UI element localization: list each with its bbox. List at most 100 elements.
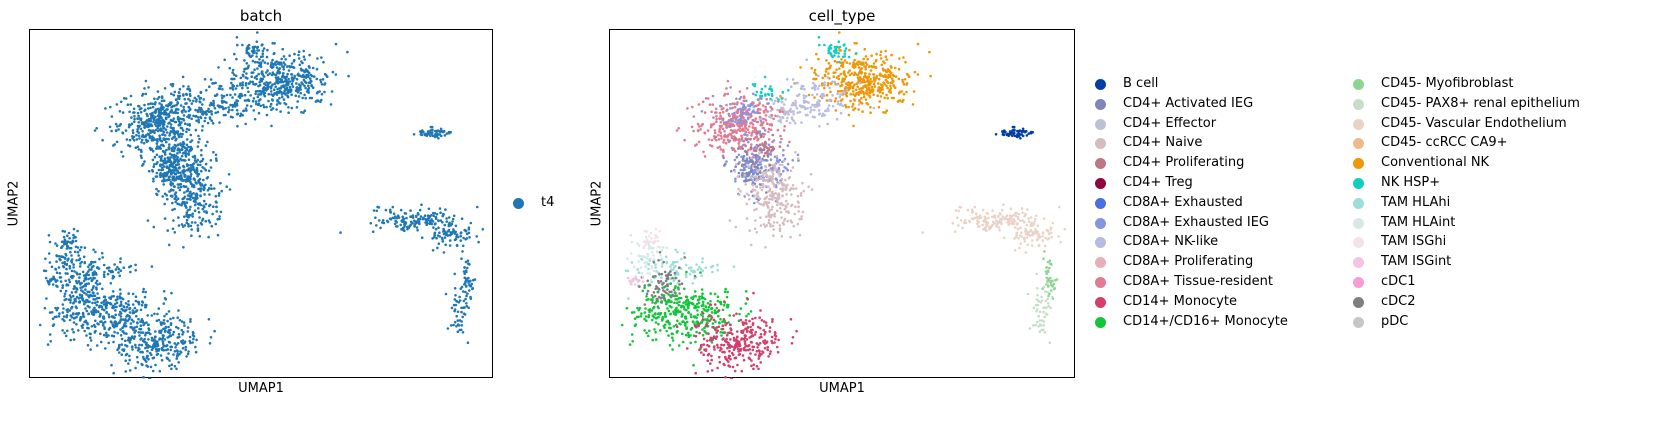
scatter-point [319,100,322,104]
scatter-point [777,98,780,101]
scatter-point [771,164,774,167]
scatter-point [1045,272,1048,276]
scatter-point [466,341,470,345]
scatter-point [152,117,156,120]
scatter-point [155,171,159,175]
scatter-point [445,220,449,223]
scatter-point [1026,292,1030,296]
scatter-point [321,78,325,81]
scatter-point [841,61,845,64]
batch-cluster-cd45-vascular-endothelium [420,214,485,254]
scatter-point [189,224,193,228]
scatter-point [318,90,322,93]
scatter-point [778,109,782,112]
scatter-point [464,285,468,288]
scatter-point [777,195,780,199]
scatter-point [304,86,307,90]
scatter-point [92,285,95,288]
scatter-point [1008,130,1012,133]
scatter-point [292,59,296,63]
scatter-point [956,216,959,219]
scatter-point [870,54,873,57]
scatter-point [173,350,177,353]
batch-cluster-cd45-myofibroblast [459,250,477,300]
scatter-point [697,140,701,144]
scatter-point [1045,276,1048,280]
scatter-point [753,129,757,133]
scatter-point [123,324,126,328]
scatter-point [67,278,71,281]
scatter-point [837,55,840,58]
scatter-point [212,101,215,105]
scatter-point [463,276,467,280]
scatter-point [55,254,59,258]
scatter-point [773,215,776,218]
scatter-point [867,65,871,68]
scatter-point [85,293,88,296]
scatter-point [132,139,136,142]
scatter-point [95,286,98,289]
scatter-point [1051,285,1054,288]
scatter-point [142,141,146,145]
scatter-point [764,105,767,109]
scatter-point [796,222,800,226]
scatter-point [164,297,167,301]
scatter-point [285,65,289,68]
scatter-point [451,220,454,223]
scatter-point [111,324,115,328]
scatter-point [133,111,136,114]
scatter-point [708,103,712,106]
scatter-point [839,49,843,52]
scatter-point [297,53,300,57]
scatter-point [166,348,170,351]
scatter-point [238,95,242,99]
scatter-point [148,136,152,140]
scatter-point [61,265,65,268]
scatter-point [147,331,151,335]
scatter-point [296,91,300,94]
scatter-point [256,67,259,70]
scatter-point [1000,217,1004,221]
scatter-point [826,76,830,79]
scatter-point [54,268,58,271]
scatter-point [124,129,128,132]
scatter-point [928,50,931,54]
scatter-point [311,66,315,70]
scatter-point [134,263,137,267]
scatter-point [284,77,287,80]
scatter-point [55,260,58,263]
scatter-point [849,83,852,86]
scatter-point [274,85,277,88]
scatter-point [856,92,859,95]
scatter-point [281,47,284,51]
scatter-point [54,280,58,283]
scatter-point [290,93,293,96]
scatter-point [133,120,136,124]
scatter-point [290,62,294,65]
scatter-point [162,321,165,325]
cell-type-cluster-cd4-activated-ieg [722,133,781,202]
scatter-point [283,80,287,83]
scatter-point [299,67,303,71]
scatter-point [92,311,95,314]
scatter-point [420,203,423,206]
scatter-point [1006,217,1009,221]
scatter-point [171,333,175,336]
scatter-point [764,184,767,188]
scatter-point [254,92,257,95]
scatter-point [838,45,842,49]
scatter-point [1041,234,1044,238]
scatter-point [146,323,150,327]
scatter-point [161,133,164,136]
scatter-point [135,325,139,329]
scatter-point [861,110,864,113]
scatter-point [89,348,92,351]
scatter-point [1051,221,1055,225]
scatter-point [713,131,717,135]
scatter-point [444,208,447,211]
scatter-point [136,321,139,325]
scatter-point [151,346,155,350]
scatter-point [253,45,257,49]
scatter-point [96,322,99,325]
scatter-point [792,103,795,106]
